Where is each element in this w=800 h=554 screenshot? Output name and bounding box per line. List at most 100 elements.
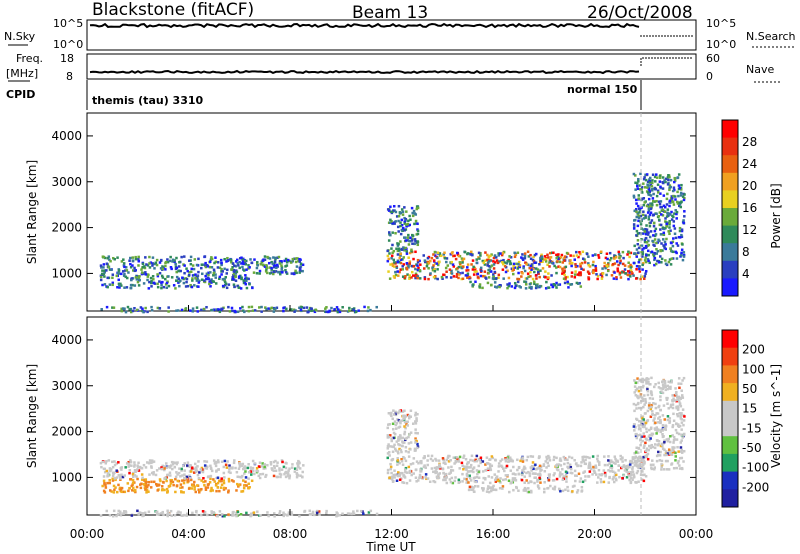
data-cell xyxy=(236,475,239,479)
data-cell xyxy=(580,461,583,464)
data-cell xyxy=(575,281,579,285)
data-cell xyxy=(657,200,661,203)
data-cell xyxy=(533,253,537,257)
data-cell xyxy=(680,433,683,436)
data-cell xyxy=(652,192,655,196)
data-cell xyxy=(240,476,243,479)
data-cell xyxy=(299,265,303,268)
data-cell xyxy=(458,455,462,459)
data-cell xyxy=(120,272,123,276)
data-cell xyxy=(208,481,212,484)
data-cell xyxy=(545,466,548,469)
data-cell xyxy=(679,417,683,420)
data-cell xyxy=(393,443,396,447)
data-cell xyxy=(278,262,282,265)
data-cell xyxy=(628,465,631,469)
data-cell xyxy=(197,270,200,274)
data-cell xyxy=(446,264,450,267)
data-cell xyxy=(500,464,503,468)
data-cell xyxy=(569,259,572,262)
data-cell xyxy=(596,457,599,461)
data-cell xyxy=(134,470,137,473)
data-cell xyxy=(493,285,497,289)
data-cell xyxy=(151,460,154,464)
data-cell xyxy=(147,480,151,484)
data-cell xyxy=(147,490,150,493)
data-cell xyxy=(568,463,572,466)
data-cell xyxy=(625,470,628,473)
data-cell xyxy=(620,271,624,274)
data-cell xyxy=(658,202,662,206)
data-cell xyxy=(666,418,670,422)
data-cell xyxy=(490,464,494,468)
data-cell xyxy=(414,411,418,415)
data-cell xyxy=(648,433,652,437)
data-cell xyxy=(607,469,610,472)
data-cell xyxy=(668,420,672,423)
data-cell xyxy=(604,266,607,270)
data-cell xyxy=(580,267,583,271)
data-cell xyxy=(202,307,206,311)
data-cell xyxy=(248,282,251,286)
data-cell xyxy=(497,273,501,277)
data-cell xyxy=(509,469,513,472)
data-cell xyxy=(298,260,301,263)
data-cell xyxy=(617,252,621,256)
data-cell xyxy=(181,479,184,482)
data-cell xyxy=(144,256,147,259)
data-cell xyxy=(275,464,279,468)
data-cell xyxy=(120,284,123,287)
data-cell xyxy=(499,284,502,287)
data-cell xyxy=(235,258,239,262)
data-cell xyxy=(651,197,655,200)
data-cell xyxy=(671,200,674,203)
data-cell xyxy=(416,432,419,435)
data-cell xyxy=(461,480,464,483)
data-cell xyxy=(232,283,236,286)
data-cell xyxy=(142,483,146,486)
data-cell xyxy=(422,254,425,257)
data-cell xyxy=(472,283,475,286)
data-cell xyxy=(408,214,411,218)
data-cell xyxy=(230,479,234,482)
data-cell xyxy=(249,512,253,516)
data-cell xyxy=(625,476,629,479)
data-cell xyxy=(661,414,665,417)
data-cell xyxy=(407,442,411,445)
data-cell xyxy=(281,271,284,274)
data-cell xyxy=(407,435,410,439)
data-cell xyxy=(227,477,231,481)
data-cell xyxy=(655,454,659,458)
data-cell xyxy=(643,444,646,447)
data-cell xyxy=(633,379,636,382)
y-tick-label: 2000 xyxy=(51,221,82,235)
data-cell xyxy=(659,395,662,398)
data-cell xyxy=(678,236,682,239)
data-cell xyxy=(255,466,259,470)
data-cell xyxy=(405,210,408,213)
data-cell xyxy=(676,445,679,449)
data-cell xyxy=(683,196,686,200)
data-cell xyxy=(465,481,468,484)
data-cell xyxy=(625,468,628,471)
data-cell xyxy=(158,478,162,481)
data-cell xyxy=(521,253,524,256)
data-cell xyxy=(481,470,485,473)
data-cell xyxy=(177,269,180,273)
data-cell xyxy=(237,483,241,487)
data-cell xyxy=(188,474,191,477)
data-cell xyxy=(508,490,511,494)
data-cell xyxy=(399,261,403,265)
data-cell xyxy=(108,481,111,485)
data-cell xyxy=(474,280,477,284)
data-cell xyxy=(664,262,668,266)
data-cell xyxy=(128,308,131,311)
data-cell xyxy=(470,469,474,473)
data-cell xyxy=(183,462,186,465)
data-cell xyxy=(609,466,612,469)
data-cell xyxy=(394,423,398,427)
data-cell xyxy=(258,269,262,273)
colorbar-swatch xyxy=(722,471,738,490)
data-cell xyxy=(143,479,146,482)
data-cell xyxy=(117,483,120,487)
